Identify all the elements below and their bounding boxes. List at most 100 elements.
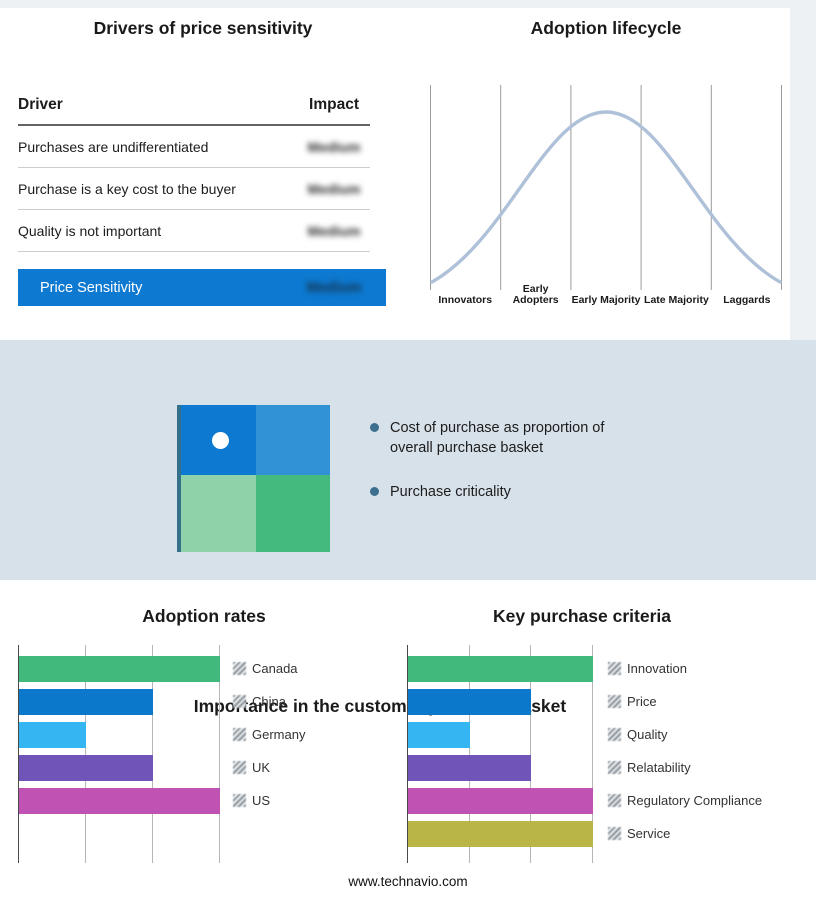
bar-row: Regulatory Compliance bbox=[407, 785, 797, 818]
lifecycle-title: Adoption lifecycle bbox=[530, 18, 682, 38]
bar-row: China bbox=[18, 686, 390, 719]
list-item: Purchase criticality bbox=[370, 482, 650, 502]
page-margin-right bbox=[790, 8, 816, 340]
adoption-rates-chart: Canada China Germany UK US bbox=[18, 645, 390, 863]
legend-label: Relatability bbox=[627, 760, 691, 775]
driver-name: Quality is not important bbox=[18, 223, 162, 239]
axis-line bbox=[407, 645, 408, 863]
drivers-table-header: Driver Impact bbox=[18, 92, 370, 126]
impact-value-redacted: Medium bbox=[307, 181, 361, 197]
bar-regulatory-compliance bbox=[408, 788, 593, 814]
bar-china bbox=[19, 689, 153, 715]
price-sensitivity-bar: Price Sensitivity Medium bbox=[18, 269, 386, 306]
gridline bbox=[530, 645, 532, 863]
legend-label: Canada bbox=[252, 661, 298, 676]
quadrant-bottom-left bbox=[181, 475, 256, 552]
bar-row: UK bbox=[18, 752, 390, 785]
legend-swatch-icon bbox=[608, 794, 621, 807]
bar-row: Innovation bbox=[407, 653, 797, 686]
bullet-icon bbox=[370, 423, 379, 432]
impact-value-redacted: Medium bbox=[307, 223, 361, 239]
bar-row: Service bbox=[407, 818, 797, 851]
page-margin-top bbox=[0, 0, 816, 8]
list-item: Cost of purchase as proportion of overal… bbox=[370, 418, 650, 458]
column-header-impact: Impact bbox=[309, 96, 359, 113]
legend-label: Service bbox=[627, 826, 671, 841]
legend-label: Germany bbox=[252, 727, 306, 742]
impact-value-redacted: Medium bbox=[306, 279, 362, 296]
driver-name: Purchases are undifferentiated bbox=[18, 139, 209, 155]
bar-us bbox=[19, 788, 220, 814]
price-sensitivity-label: Price Sensitivity bbox=[40, 279, 143, 296]
bar-rows: Canada China Germany UK US bbox=[18, 645, 390, 818]
bar-row: Price bbox=[407, 686, 797, 719]
bar-innovation bbox=[408, 656, 593, 682]
bar-uk bbox=[19, 755, 153, 781]
legend-swatch-icon bbox=[233, 662, 246, 675]
bar-quality bbox=[408, 722, 470, 748]
quadrant-top-right bbox=[255, 405, 330, 475]
lifecycle-stage-labels: Innovators Early Adopters Early Majority… bbox=[430, 272, 782, 307]
stage-label-innovators: Innovators bbox=[438, 294, 493, 307]
legend-swatch-icon bbox=[608, 827, 621, 840]
category-gridlines bbox=[430, 85, 782, 290]
legend-swatch-icon bbox=[608, 728, 621, 741]
legend-swatch-icon bbox=[233, 794, 246, 807]
axis-line bbox=[18, 645, 19, 863]
legend-label: Quality bbox=[627, 727, 668, 742]
gridline bbox=[219, 645, 220, 863]
stage-label-early-adopters: Early Adopters bbox=[512, 282, 559, 307]
position-marker-dot bbox=[212, 432, 229, 449]
bar-rows: Innovation Price Quality Relatability Re… bbox=[407, 645, 797, 851]
bell-curve bbox=[430, 110, 782, 284]
bar-price bbox=[408, 689, 532, 715]
gridline bbox=[468, 645, 470, 863]
bar-relatability bbox=[408, 755, 532, 781]
legend-label: China bbox=[252, 694, 286, 709]
key-purchase-criteria-title: Key purchase criteria bbox=[492, 606, 671, 626]
bullet-text: Cost of purchase as proportion of overal… bbox=[390, 420, 605, 456]
bullet-text: Purchase criticality bbox=[390, 484, 511, 500]
legend-swatch-icon bbox=[608, 761, 621, 774]
legend-label: Innovation bbox=[627, 661, 687, 676]
impact-value-redacted: Medium bbox=[307, 139, 361, 155]
gridline bbox=[85, 645, 86, 863]
bar-service bbox=[408, 821, 593, 847]
stage-label-laggards: Laggards bbox=[723, 294, 771, 307]
bar-row: Quality bbox=[407, 719, 797, 752]
legend-label: US bbox=[252, 793, 271, 808]
table-row: Purchases are undifferentiated Medium bbox=[18, 126, 370, 168]
key-purchase-criteria-chart: Innovation Price Quality Relatability Re… bbox=[407, 645, 797, 863]
bar-germany bbox=[19, 722, 86, 748]
bar-row: Germany bbox=[18, 719, 390, 752]
table-row: Purchase is a key cost to the buyer Medi… bbox=[18, 168, 370, 210]
table-row: Quality is not important Medium bbox=[18, 210, 370, 252]
legend-swatch-icon bbox=[233, 695, 246, 708]
bar-canada bbox=[19, 656, 220, 682]
bar-row: Canada bbox=[18, 653, 390, 686]
bullet-icon bbox=[370, 487, 379, 496]
bell-curve-plot bbox=[430, 85, 782, 290]
stage-label-early-majority: Early Majority bbox=[571, 294, 641, 307]
drivers-table: Driver Impact Purchases are undifferenti… bbox=[18, 92, 386, 306]
legend-label: Regulatory Compliance bbox=[627, 793, 763, 808]
legend-swatch-icon bbox=[233, 761, 246, 774]
quadrant-chart bbox=[177, 405, 330, 552]
legend-label: UK bbox=[252, 760, 271, 775]
quadrant-top-left bbox=[181, 405, 256, 475]
gridline bbox=[152, 645, 153, 863]
adoption-lifecycle-chart: Innovators Early Adopters Early Majority… bbox=[430, 85, 782, 307]
legend-swatch-icon bbox=[608, 695, 621, 708]
bar-row: Relatability bbox=[407, 752, 797, 785]
gridline bbox=[592, 645, 593, 863]
stage-label-late-majority: Late Majority bbox=[644, 294, 709, 307]
driver-name: Purchase is a key cost to the buyer bbox=[18, 181, 236, 197]
quadrant-bottom-right bbox=[255, 475, 330, 552]
adoption-rates-title: Adoption rates bbox=[142, 606, 266, 626]
column-header-driver: Driver bbox=[18, 96, 63, 113]
purchase-basket-section: Importance in the customer purchase bask… bbox=[0, 340, 816, 716]
legend-swatch-icon bbox=[608, 662, 621, 675]
legend-swatch-icon bbox=[233, 728, 246, 741]
drivers-title: Drivers of price sensitivity bbox=[93, 18, 313, 38]
